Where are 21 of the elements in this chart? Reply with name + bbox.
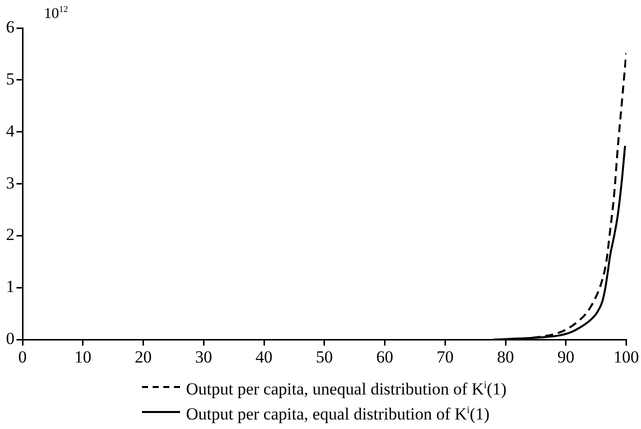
x-tick-label: 10: [74, 347, 92, 366]
text: 10$^{12}$: [44, 4, 68, 23]
y-tick-label: 1: [6, 277, 14, 296]
x-tick-label: 40: [256, 347, 272, 366]
x-tick-label: 50: [316, 347, 333, 366]
x-tick-label: 60: [376, 347, 394, 366]
y-tick-label: 5: [6, 69, 14, 88]
x-tick-label: 80: [497, 347, 514, 366]
y-tick-label: 4: [6, 121, 15, 140]
y-tick-label: 6: [6, 17, 14, 36]
legend-label: Output per capita, equal distribution of K$^{i}$(1): [186, 403, 490, 424]
legend-label: Output per capita, unequal distribution of K$^{i}$(1): [186, 378, 507, 400]
x-tick-label: 100: [614, 347, 639, 366]
x-tick-label: 0: [18, 347, 27, 366]
x-tick-label: 70: [436, 347, 454, 366]
x-tick-label: 30: [195, 347, 212, 366]
x-tick-label: 20: [134, 347, 152, 366]
y-tick-label: 2: [6, 225, 14, 244]
x-tick-label: 90: [557, 347, 574, 366]
y-tick-label: 0: [6, 329, 14, 348]
y-tick-label: 3: [6, 173, 14, 192]
